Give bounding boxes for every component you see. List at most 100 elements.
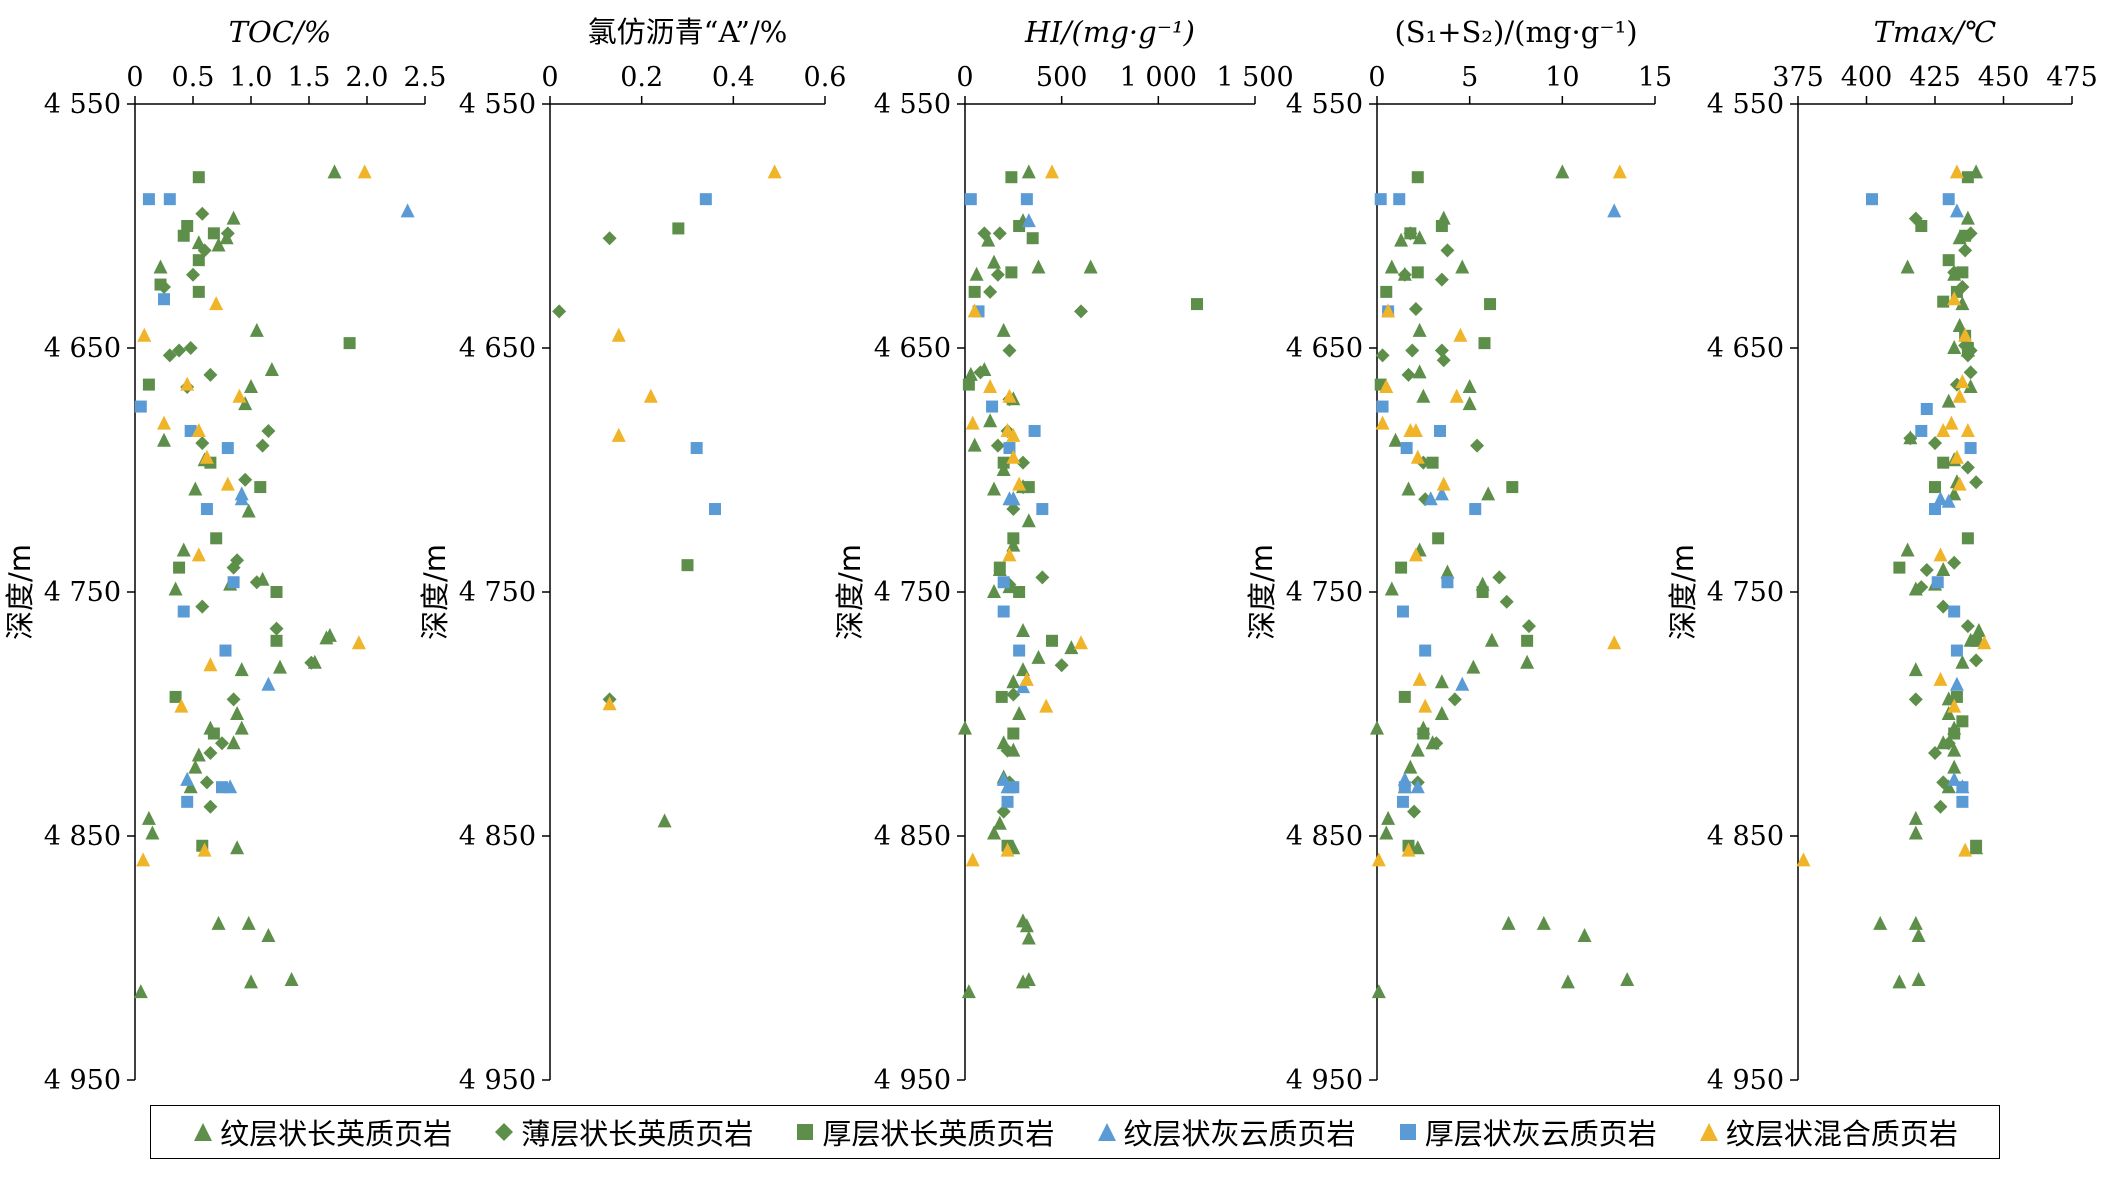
data-point xyxy=(964,193,977,206)
y-tick-label: 4 850 xyxy=(459,821,536,852)
data-point xyxy=(1947,486,1962,501)
data-point xyxy=(137,327,152,342)
data-point xyxy=(1928,746,1942,761)
data-point xyxy=(234,486,249,501)
data-point xyxy=(1933,799,1948,814)
data-point xyxy=(400,203,415,218)
data-point xyxy=(1411,266,1424,279)
data-point xyxy=(177,605,190,618)
data-point xyxy=(1960,210,1975,225)
data-point xyxy=(195,599,210,614)
data-point xyxy=(1002,547,1017,562)
data-point xyxy=(1960,422,1975,437)
data-point xyxy=(1501,915,1516,930)
data-point xyxy=(134,400,147,413)
data-point xyxy=(1560,974,1575,989)
data-point xyxy=(1900,259,1915,274)
data-point xyxy=(1064,640,1079,655)
data-point xyxy=(1002,343,1017,358)
data-point xyxy=(1376,400,1389,413)
x-tick-label: 1.0 xyxy=(230,62,273,93)
y-tick-label: 4 950 xyxy=(459,1065,536,1096)
data-point xyxy=(153,259,168,274)
data-point xyxy=(1002,491,1017,506)
data-point xyxy=(1021,971,1036,986)
data-point xyxy=(1893,561,1906,574)
data-point xyxy=(226,210,241,225)
data-point xyxy=(209,296,224,311)
data-point xyxy=(1933,491,1948,506)
data-point xyxy=(1908,810,1923,825)
y-tick-label: 4 550 xyxy=(459,89,536,120)
data-point xyxy=(157,432,171,447)
legend-label: 厚层状长英质页岩 xyxy=(822,1117,1055,1151)
data-point xyxy=(1435,220,1448,232)
data-point xyxy=(1947,291,1962,306)
data-point xyxy=(249,322,264,337)
data-point xyxy=(192,254,205,267)
data-point xyxy=(1903,431,1918,446)
data-point xyxy=(188,759,203,774)
data-point xyxy=(169,690,182,703)
legend-item-thick-felsic: 厚层状长英质页岩 xyxy=(794,1111,1054,1153)
data-point xyxy=(1036,503,1049,516)
legend-item-laminated-felsic: 纹层状长英质页岩 xyxy=(192,1111,452,1153)
data-point xyxy=(672,222,685,235)
x-tick-label: 2.0 xyxy=(346,62,389,93)
data-point xyxy=(1520,654,1535,669)
data-point xyxy=(1908,915,1923,930)
data-point xyxy=(269,621,284,636)
x-tick-label: 400 xyxy=(1841,62,1893,93)
data-point xyxy=(1434,343,1449,358)
data-point xyxy=(304,655,319,670)
y-axis-label: 深度/m xyxy=(1245,544,1279,640)
data-point xyxy=(1408,547,1423,562)
y-tick-label: 4 950 xyxy=(44,1065,121,1096)
data-point xyxy=(230,553,245,568)
data-point xyxy=(1521,619,1536,634)
data-point xyxy=(1964,442,1977,455)
y-tick-label: 4 550 xyxy=(44,89,121,120)
data-point xyxy=(162,348,177,363)
data-point xyxy=(1929,481,1941,494)
data-point xyxy=(1394,232,1409,247)
y-axis-label: 深度/m xyxy=(3,544,37,640)
x-tick-label: 1 500 xyxy=(1216,62,1293,93)
chart-title: (S₁+S₂)/(mg·g⁻¹) xyxy=(1394,15,1637,49)
data-point xyxy=(1419,644,1432,657)
data-point xyxy=(965,415,980,430)
data-point xyxy=(197,243,212,258)
data-point xyxy=(264,361,279,376)
data-point xyxy=(1012,476,1027,491)
data-point xyxy=(1971,623,1986,638)
y-tick-label: 4 750 xyxy=(44,577,121,608)
data-point xyxy=(1466,659,1481,674)
legend-item-laminated-dolomitic: 纹层状灰云质页岩 xyxy=(1096,1111,1356,1153)
data-point xyxy=(176,542,191,557)
data-point xyxy=(997,456,1010,469)
data-point xyxy=(992,815,1007,830)
data-point xyxy=(186,267,200,282)
data-point xyxy=(968,285,981,298)
data-point xyxy=(1961,171,1974,184)
data-point xyxy=(191,747,206,762)
legend-label: 薄层状长英质页岩 xyxy=(521,1117,754,1151)
data-point xyxy=(1013,220,1026,232)
data-point xyxy=(1021,513,1036,528)
data-point xyxy=(207,727,220,740)
data-point xyxy=(1416,388,1431,403)
square-icon xyxy=(1399,1124,1416,1140)
data-point xyxy=(992,226,1007,241)
data-point xyxy=(1007,781,1020,794)
data-point xyxy=(987,481,1001,496)
data-point xyxy=(241,915,256,930)
data-point xyxy=(203,367,218,382)
y-tick-label: 4 750 xyxy=(874,577,951,608)
y-tick-label: 4 750 xyxy=(1707,577,1784,608)
data-point xyxy=(1915,424,1928,437)
data-point xyxy=(997,605,1010,618)
data-point xyxy=(969,266,984,281)
data-point xyxy=(1536,915,1551,930)
data-point xyxy=(1401,842,1416,857)
